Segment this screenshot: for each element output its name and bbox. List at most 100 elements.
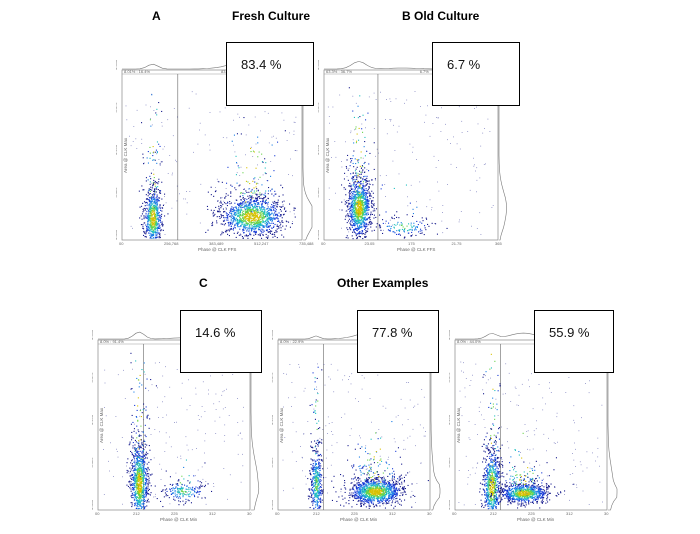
- cell-point: [399, 229, 401, 231]
- cell-point: [177, 483, 179, 485]
- cell-point: [137, 488, 139, 490]
- cell-point: [146, 198, 148, 200]
- cell-point: [268, 213, 270, 215]
- cell-point: [201, 482, 203, 484]
- cell-point: [151, 213, 153, 215]
- cell-point: [138, 452, 140, 454]
- cell-point: [149, 211, 151, 213]
- cell-point: [138, 457, 140, 459]
- cell-point: [180, 487, 182, 489]
- cell-point: [368, 170, 370, 172]
- cell-point: [132, 454, 134, 456]
- cell-point: [230, 212, 232, 214]
- cell-point: [223, 390, 225, 392]
- cell-point: [145, 457, 147, 459]
- cell-point: [234, 217, 236, 219]
- cell-point: [264, 203, 266, 205]
- cell-point: [265, 229, 267, 231]
- cell-point: [139, 507, 141, 509]
- cell-point: [157, 217, 159, 219]
- cell-point: [133, 391, 135, 393]
- cell-point: [266, 214, 268, 216]
- cell-point: [154, 214, 156, 216]
- cell-point: [239, 219, 241, 221]
- cell-point: [131, 439, 133, 441]
- cell-point: [221, 215, 223, 217]
- cell-point: [154, 496, 156, 498]
- cell-point: [196, 490, 198, 492]
- cell-point: [379, 227, 381, 229]
- cell-point: [143, 477, 145, 479]
- cell-point: [354, 187, 356, 189]
- cell-point: [162, 506, 164, 508]
- cell-point: [134, 477, 136, 479]
- cell-point: [321, 492, 323, 494]
- cell-point: [273, 195, 275, 197]
- cell-point: [242, 230, 244, 232]
- cell-point: [354, 191, 356, 193]
- cell-point: [401, 228, 403, 230]
- cell-point: [237, 231, 239, 233]
- cell-point: [318, 480, 320, 482]
- cell-point: [141, 507, 143, 509]
- cell-point: [155, 208, 157, 210]
- cell-point: [128, 444, 130, 446]
- cell-point: [352, 205, 354, 207]
- cell-point: [150, 492, 152, 494]
- cell-point: [355, 220, 357, 222]
- cell-point: [134, 486, 136, 488]
- cell-point: [200, 484, 202, 486]
- cell-point: [265, 215, 267, 217]
- cell-point: [239, 116, 240, 118]
- cell-point: [238, 207, 240, 209]
- cell-point: [146, 463, 148, 465]
- cell-point: [315, 487, 317, 489]
- cell-point: [113, 476, 114, 477]
- cell-point: [149, 206, 151, 208]
- cell-point: [242, 222, 244, 224]
- cell-point: [131, 467, 133, 469]
- cell-point: [364, 198, 366, 200]
- cell-point: [416, 201, 417, 203]
- cell-point: [155, 112, 157, 114]
- cell-point: [233, 134, 235, 136]
- cell-point: [367, 192, 369, 194]
- cell-point: [138, 448, 140, 450]
- cell-point: [238, 211, 240, 213]
- cell-point: [141, 493, 143, 495]
- cell-point: [137, 446, 139, 448]
- cell-point: [243, 219, 245, 221]
- cell-point: [222, 203, 224, 205]
- cell-point: [152, 169, 154, 171]
- cell-point: [138, 468, 140, 470]
- cell-point: [226, 214, 228, 216]
- cell-point: [176, 496, 178, 498]
- cell-point: [315, 401, 317, 403]
- cell-point: [316, 440, 318, 442]
- cell-point: [273, 225, 275, 227]
- cell-point: [356, 159, 358, 161]
- cell-point: [145, 409, 147, 411]
- cell-point: [357, 202, 359, 204]
- cell-point: [341, 227, 342, 229]
- cell-point: [138, 445, 140, 447]
- cell-point: [254, 215, 256, 217]
- cell-point: [459, 148, 461, 150]
- cell-point: [145, 387, 147, 389]
- cell-point: [359, 207, 361, 209]
- cell-point: [132, 487, 134, 489]
- cell-point: [183, 493, 185, 495]
- cell-point: [259, 209, 261, 211]
- cell-point: [365, 213, 367, 215]
- cell-point: [272, 201, 274, 203]
- cell-point: [242, 213, 244, 215]
- cell-point: [131, 504, 133, 506]
- cell-point: [219, 416, 221, 418]
- cell-point: [283, 119, 285, 121]
- cell-point: [148, 189, 150, 191]
- cell-point: [136, 486, 138, 488]
- cell-point: [415, 226, 417, 228]
- cell-point: [362, 183, 364, 185]
- cell-point: [249, 210, 251, 212]
- cell-point: [284, 130, 286, 132]
